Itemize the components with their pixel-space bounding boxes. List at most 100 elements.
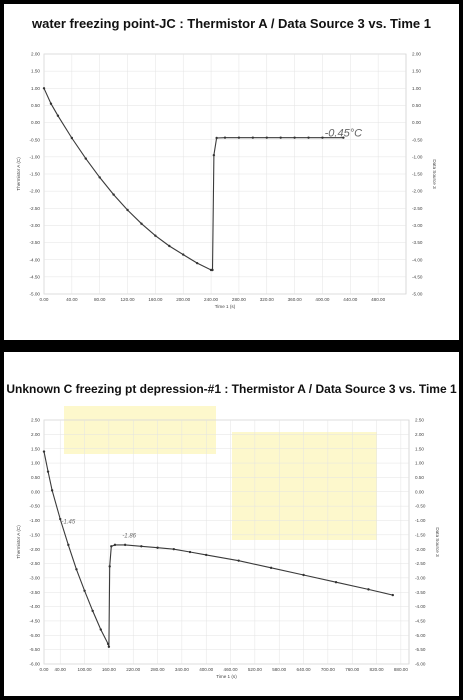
y2-tick-label: -2.50 [415,561,426,566]
x-tick-label: 880.00 [394,667,408,672]
data-point [265,136,268,139]
data-point [140,222,143,225]
data-point [113,543,117,547]
annotation: -1.45 [61,519,75,525]
series-line [43,88,344,271]
data-point [83,589,86,592]
data-point [75,568,78,571]
y2-tick-label: -1.00 [415,518,426,523]
data-point [56,114,60,117]
x-tick-label: 0.00 [40,297,49,302]
y2-tick-label: 0.50 [415,475,424,480]
y2-tick-label: 1.00 [412,86,421,91]
x-tick-label: 440.00 [343,297,357,302]
plot-frame [43,419,410,665]
y-axis-label: Thermistor A (C) [16,525,21,559]
data-point [59,517,62,521]
x-tick-label: 480.00 [371,297,385,302]
y-tick-label: -4.00 [30,257,41,262]
x-tick-label: 400.00 [199,667,213,672]
x-tick-label: 280.00 [232,297,246,302]
y-tick-label: -1.50 [30,172,41,177]
data-point [70,136,74,140]
y-tick-label: -6.00 [30,662,41,667]
data-point [237,559,240,562]
y2-tick-label: -4.50 [415,619,426,624]
y2-tick-label: -3.50 [415,590,426,595]
y-tick-label: -2.00 [30,189,41,194]
data-point [126,208,129,212]
data-point [367,588,370,591]
y-tick-label: -5.50 [30,647,41,652]
x-tick-label: 520.00 [248,667,262,672]
chart-plot-1: 2.00 2.00 1.50 1.50 1.00 1.00 0.50 0.50 0.00 0.00… [16,52,437,309]
y-tick-label: 1.50 [31,69,40,74]
series-line [43,451,393,647]
x-tick-label: 40.00 [66,297,78,302]
y2-tick-label: -4.00 [412,257,423,262]
y-tick-label: 1.00 [31,86,40,91]
data-point [212,153,216,157]
data-point [140,545,143,548]
y-tick-label: -3.00 [30,575,41,580]
chart-panel-2: Unknown C freezing pt depression-#1 : Th… [4,352,459,696]
y-tick-label: -3.00 [30,223,41,228]
data-point [67,543,70,547]
y-tick-label: -0.50 [30,504,41,509]
x-tick-label: 460.00 [224,667,238,672]
sticky-note [232,432,377,540]
data-point [99,628,102,631]
data-point [188,550,192,554]
data-point [307,136,310,139]
x-tick-label: 580.00 [272,667,286,672]
y-axis-label: Thermistor A (C) [16,157,21,191]
y2-tick-label: -1.50 [415,532,426,537]
x-tick-label: 240.00 [204,297,218,302]
data-point [195,261,199,265]
y2-tick-label: 0.50 [412,103,421,108]
y-tick-label: -3.50 [30,240,41,245]
y2-tick-label: 0.00 [412,120,421,125]
data-point [211,268,214,272]
y2-tick-label: -2.00 [415,547,426,552]
data-point [106,642,110,646]
data-point [42,450,46,453]
x-tick-label: 100.00 [78,667,92,672]
y2-tick-label: 1.50 [412,69,421,74]
y-tick-label: -4.50 [30,274,41,279]
y-tick-label: -5.00 [30,292,41,297]
data-point [251,136,255,139]
y2-tick-label: 0.00 [415,489,424,494]
y2-tick-label: -2.50 [412,206,423,211]
y2-tick-label: -1.50 [412,172,423,177]
data-point [50,489,54,492]
data-point [237,136,241,139]
data-point [321,136,324,139]
y2-tick-label: -3.00 [412,223,423,228]
data-point [223,136,227,139]
y-tick-label: -5.00 [30,633,41,638]
y2-tick-label: -3.50 [412,240,423,245]
annotation: -1.86 [122,534,136,540]
data-point [46,470,50,473]
x-tick-label: 200.00 [176,297,190,302]
x-axis-label: Time 1 (s) [216,674,237,679]
x-tick-label: 80.00 [94,297,106,302]
x-tick-label: 160.00 [148,297,162,302]
x-tick-label: 220.00 [126,667,140,672]
data-point [91,609,94,613]
y-tick-label: 2.50 [31,418,40,423]
data-point [182,253,185,256]
data-point [269,566,273,570]
x-tick-label: 820.00 [370,667,384,672]
y-tick-label: 2.00 [31,52,40,57]
x-tick-label: 40.00 [54,667,66,672]
data-point [279,136,282,139]
y2-tick-label: -4.00 [415,604,426,609]
x-tick-label: 760.00 [345,667,359,672]
y-tick-label: -4.50 [30,619,41,624]
data-point [293,136,296,139]
x-tick-label: 0.00 [40,667,49,672]
y2-axis-label: Data Source 3 [432,159,437,189]
data-point [154,234,157,237]
